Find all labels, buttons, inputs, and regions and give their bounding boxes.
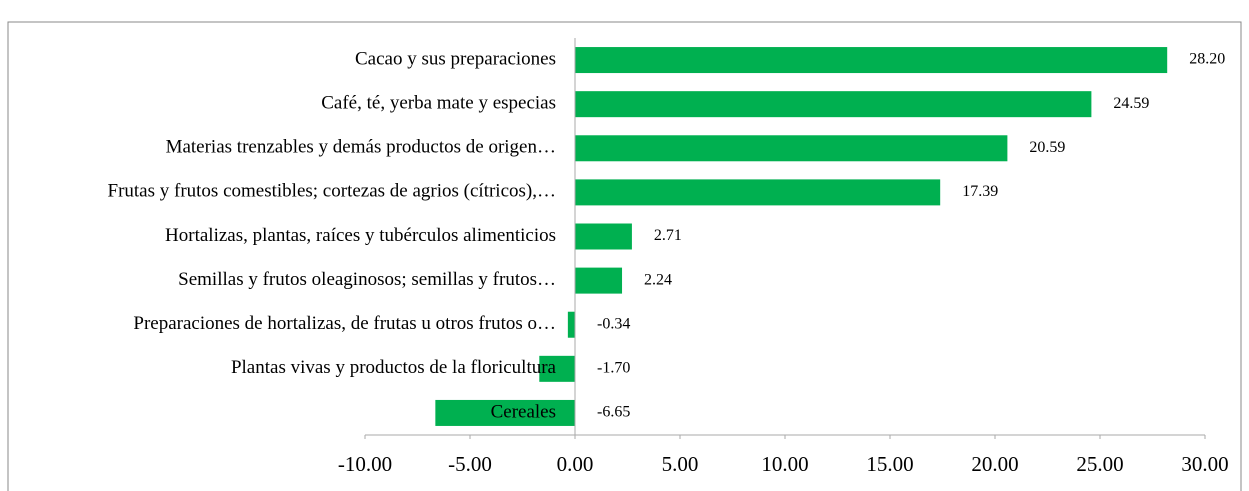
value-label: -0.34	[597, 315, 630, 332]
category-label: Plantas vivas y productos de la floricul…	[231, 357, 557, 378]
bar	[435, 399, 575, 426]
bar	[575, 135, 1008, 162]
bar	[575, 179, 941, 206]
x-tick-label: 25.00	[1076, 452, 1123, 476]
value-label: -6.65	[597, 404, 630, 421]
value-label: 24.59	[1113, 95, 1149, 112]
category-label: Materias trenzables y demás productos de…	[166, 137, 556, 158]
x-tick-label: 10.00	[761, 452, 808, 476]
value-label: 2.71	[654, 227, 682, 244]
value-label: 20.59	[1029, 139, 1065, 156]
value-label: 17.39	[962, 183, 998, 200]
bar	[575, 223, 632, 250]
category-label: Café, té, yerba mate y especias	[321, 93, 556, 114]
x-tick-label: 15.00	[866, 452, 913, 476]
bar	[575, 267, 623, 294]
x-tick-label: 0.00	[557, 452, 594, 476]
value-label: 28.20	[1189, 51, 1225, 68]
bar	[539, 355, 575, 382]
x-tick-label: 5.00	[662, 452, 699, 476]
value-label: -1.70	[597, 360, 630, 377]
bar	[575, 91, 1092, 118]
category-label: Hortalizas, plantas, raíces y tubérculos…	[165, 225, 556, 246]
bar	[567, 311, 575, 338]
x-tick-label: -5.00	[448, 452, 492, 476]
x-tick-label: 20.00	[971, 452, 1018, 476]
x-tick-label: -10.00	[338, 452, 392, 476]
category-label: Preparaciones de hortalizas, de frutas u…	[133, 313, 556, 334]
x-tick-label: 30.00	[1181, 452, 1228, 476]
category-label: Frutas y frutos comestibles; cortezas de…	[108, 181, 557, 202]
value-label: 2.24	[644, 271, 672, 288]
category-label: Semillas y frutos oleaginosos; semillas …	[178, 269, 556, 290]
bar	[575, 47, 1168, 74]
category-label: Cereales	[491, 401, 556, 422]
category-label: Cacao y sus preparaciones	[355, 48, 556, 69]
chart-frame	[7, 21, 1242, 491]
